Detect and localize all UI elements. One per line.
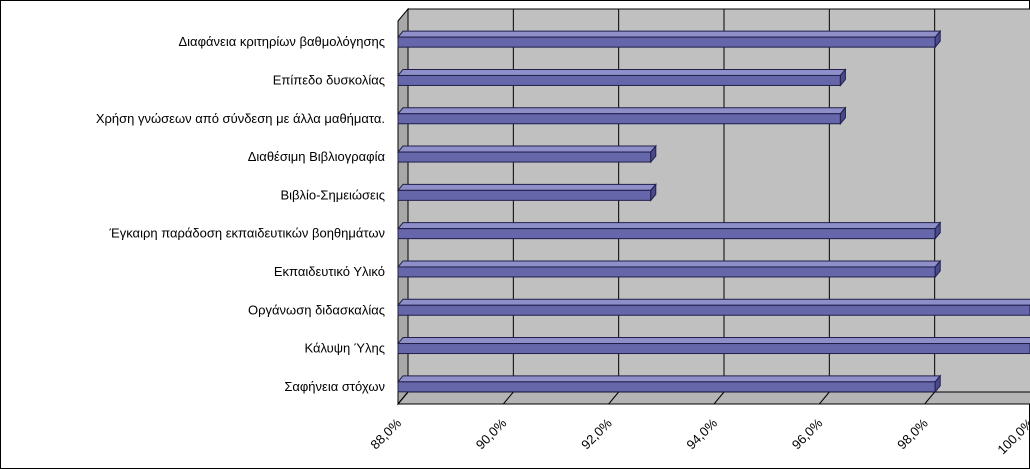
x-tick-label: 92,0% <box>578 415 615 452</box>
x-tick-label: 96,0% <box>789 415 826 452</box>
x-tick-labels: 88,0% 90,0% 92,0% 94,0% 96,0% 98,0% 100,0% <box>367 415 1030 457</box>
category-label: Σαφήνεια στόχων <box>284 379 385 394</box>
bar-top <box>396 107 847 115</box>
category-label: Κάλυψη Ύλης <box>304 341 385 356</box>
bar-top <box>396 30 942 38</box>
bar-top <box>396 222 942 230</box>
category-label: Χρήση γνώσεων από σύνδεση με άλλα μαθήμα… <box>96 111 385 126</box>
bar-end <box>839 68 846 87</box>
bar-end <box>934 29 941 49</box>
x-tick-label: 90,0% <box>473 415 510 452</box>
bar-end <box>650 182 657 202</box>
bar-end <box>934 221 941 241</box>
category-label: Διαθέσιμη Βιβλιογραφία <box>248 149 386 164</box>
category-label: Διαφάνεια κριτηρίων βαθμολόγησης <box>178 34 385 49</box>
bar <box>397 304 1030 316</box>
gridline-floor <box>502 391 514 405</box>
bar <box>397 343 1030 355</box>
category-label: Επίπεδο δυσκολίας <box>273 72 385 87</box>
gridline-floor <box>713 391 725 405</box>
x-tick-label: 100,0% <box>994 415 1030 457</box>
bar <box>397 381 936 393</box>
x-tick-label: 98,0% <box>894 415 931 452</box>
category-labels: Διαφάνεια κριτηρίων βαθμολόγησης Επίπεδο … <box>96 34 386 394</box>
bar-end <box>934 374 941 394</box>
category-label: Έγκαιρη παράδοση εκπαιδευτικών βοηθημάτω… <box>109 226 385 241</box>
bar-top <box>396 68 847 76</box>
bar <box>397 113 841 125</box>
bar <box>397 36 936 48</box>
bar-top <box>396 337 1030 345</box>
bar-top <box>396 375 942 383</box>
bar-top <box>396 183 657 191</box>
bar <box>397 151 652 163</box>
bar <box>397 189 652 201</box>
x-tick-label: 94,0% <box>683 415 720 452</box>
bar-top <box>396 298 1030 306</box>
gridline-floor <box>397 391 409 405</box>
bar-top <box>396 145 657 153</box>
gridline-floor <box>818 391 830 405</box>
bars <box>396 29 1030 394</box>
bar <box>397 228 936 240</box>
x-tick-label: 88,0% <box>367 415 404 452</box>
gridline-floor <box>924 391 936 405</box>
bar <box>397 74 841 86</box>
bar-end <box>934 259 941 279</box>
bar-end <box>650 144 657 164</box>
gridline-floor <box>608 391 620 405</box>
category-label: Βιβλίο-Σημειώσεις <box>280 187 385 202</box>
bar-end <box>839 106 846 126</box>
bar-top <box>396 260 942 268</box>
bar <box>397 266 936 278</box>
category-label: Οργάνωση διδασκαλίας <box>248 302 385 317</box>
category-label: Εκπαιδευτικό Υλικό <box>274 264 385 279</box>
floor <box>396 391 1030 405</box>
